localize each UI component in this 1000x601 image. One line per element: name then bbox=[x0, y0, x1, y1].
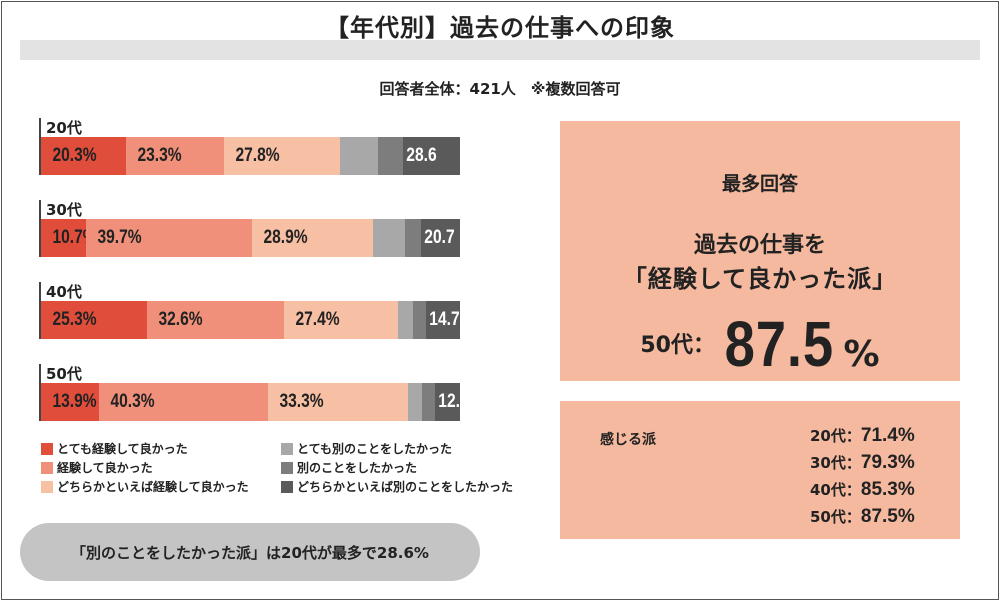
summary-age: 30代： bbox=[810, 454, 861, 472]
bar-segment: 25.3% bbox=[41, 301, 147, 339]
row-bracket bbox=[39, 118, 41, 175]
summary-value: 87.5% bbox=[860, 506, 915, 527]
bar-segment: 27.4% bbox=[283, 301, 399, 339]
data-label: 28.6 bbox=[406, 145, 437, 166]
category-label: 40代 bbox=[46, 283, 82, 301]
data-label: 12.5 bbox=[438, 391, 469, 412]
legend-label: とても別のことをしたかった bbox=[297, 442, 453, 456]
bar-segment: 28.6 bbox=[403, 137, 460, 175]
data-label: 23.3% bbox=[137, 145, 182, 166]
summary-value: 71.4% bbox=[860, 425, 915, 446]
data-label: 25.3% bbox=[52, 309, 97, 330]
data-label: 32.6% bbox=[158, 309, 203, 330]
legend-swatch bbox=[41, 461, 53, 474]
callout-pill: 「別のことをしたかった派」は20代が最多で28.6% bbox=[20, 523, 480, 581]
legend-item: どちらかといえば別のことをしたかった bbox=[281, 478, 513, 495]
bar-segment bbox=[377, 137, 403, 175]
legend-item: とても経験して良かった bbox=[41, 440, 188, 457]
summary-value: 85.3% bbox=[860, 479, 915, 500]
bar-segment bbox=[340, 137, 378, 175]
summary-row: 40代：85.3% bbox=[810, 479, 915, 501]
data-label: 20.7 bbox=[424, 227, 456, 248]
category-label: 30代 bbox=[46, 201, 82, 219]
bar-segment: 10.7% bbox=[41, 219, 97, 257]
summary-box: 感じる派 20代：71.4% 30代：79.3% 40代：85.3% 50代：8… bbox=[560, 401, 960, 539]
legend-swatch bbox=[41, 480, 53, 493]
category-label: 20代 bbox=[46, 119, 82, 137]
row-bracket bbox=[39, 282, 41, 339]
summary-label: 感じる派 bbox=[600, 432, 656, 448]
legend-item: 別のことをしたかった bbox=[281, 459, 417, 476]
legend-label: どちらかといえば別のことをしたかった bbox=[297, 480, 514, 494]
callout-text: 「別のことをしたかった派」は20代が最多で28.6% bbox=[71, 543, 429, 562]
highlight-unit: % bbox=[843, 334, 880, 375]
bar-segment bbox=[398, 301, 414, 339]
page-title: 【年代別】過去の仕事への印象 bbox=[325, 14, 675, 42]
highlight-figure: 50代： 87.5% bbox=[560, 307, 960, 381]
bar-segment: 13.9% bbox=[41, 383, 100, 421]
bar-segment: 20.7 bbox=[421, 219, 460, 257]
respondent-note: 回答者全体：421人 ※複数回答可 bbox=[379, 80, 621, 98]
highlight-age: 50代： bbox=[640, 333, 715, 358]
summary-value: 79.3% bbox=[860, 452, 915, 473]
legend-item: どちらかといえば経験して良かった bbox=[41, 478, 249, 495]
legend-label: どちらかといえば経験して良かった bbox=[57, 480, 249, 494]
bar-segment bbox=[404, 219, 422, 257]
bar-segment: 32.6% bbox=[147, 301, 284, 339]
bar-segment: 27.8% bbox=[223, 137, 341, 175]
data-label: 14.7 bbox=[428, 309, 460, 330]
summary-row: 50代：87.5% bbox=[810, 506, 915, 528]
data-label: 10.7% bbox=[52, 227, 97, 248]
summary-age: 40代： bbox=[810, 481, 861, 499]
data-label: 39.7% bbox=[97, 227, 142, 248]
data-label: 13.9% bbox=[52, 391, 97, 412]
row-bracket bbox=[39, 200, 41, 257]
bar-segment: 28.9% bbox=[252, 219, 374, 257]
legend-swatch bbox=[281, 442, 293, 455]
legend-swatch bbox=[281, 480, 293, 493]
legend-swatch bbox=[41, 442, 53, 455]
highlight-value: 87.5 bbox=[724, 308, 834, 380]
summary-age: 50代： bbox=[810, 508, 861, 526]
bar-segment: 14.7 bbox=[425, 301, 460, 339]
legend-item: とても別のことをしたかった bbox=[281, 440, 452, 457]
data-label: 33.3% bbox=[279, 391, 324, 412]
bar-segment: 33.3% bbox=[268, 383, 408, 421]
bar-segment: 20.3% bbox=[41, 137, 127, 175]
data-label: 27.4% bbox=[295, 309, 340, 330]
data-label: 28.9% bbox=[263, 227, 308, 248]
legend-label: 経験して良かった bbox=[57, 461, 153, 475]
bar-segment bbox=[413, 301, 426, 339]
bar-segment: 39.7% bbox=[85, 219, 253, 257]
highlight-label: 最多回答 bbox=[721, 173, 798, 195]
bar-segment bbox=[407, 383, 423, 421]
legend-label: 別のことをしたかった bbox=[297, 461, 418, 475]
data-label: 40.3% bbox=[110, 391, 155, 412]
summary-row: 30代：79.3% bbox=[810, 452, 915, 474]
bar-segment: 40.3% bbox=[99, 383, 269, 421]
highlight-line1: 過去の仕事を bbox=[693, 233, 826, 258]
data-label: 20.3% bbox=[52, 145, 97, 166]
legend-item: 経験して良かった bbox=[41, 459, 153, 476]
legend-label: とても経験して良かった bbox=[57, 442, 188, 456]
summary-row: 20代：71.4% bbox=[810, 425, 915, 447]
legend-swatch bbox=[281, 461, 293, 474]
bar-segment bbox=[422, 383, 435, 421]
summary-age: 20代： bbox=[810, 427, 861, 445]
data-label: 27.8% bbox=[235, 145, 280, 166]
bar-segment bbox=[373, 219, 405, 257]
highlight-line2: 「経験して良かった派」 bbox=[622, 265, 898, 293]
category-label: 50代 bbox=[46, 365, 82, 383]
highlight-box: 最多回答 過去の仕事を 「経験して良かった派」 50代： 87.5% bbox=[560, 121, 960, 381]
row-bracket bbox=[39, 364, 41, 421]
title-band bbox=[20, 40, 980, 60]
bar-segment: 12.5 bbox=[434, 383, 468, 421]
bar-segment: 23.3% bbox=[126, 137, 224, 175]
